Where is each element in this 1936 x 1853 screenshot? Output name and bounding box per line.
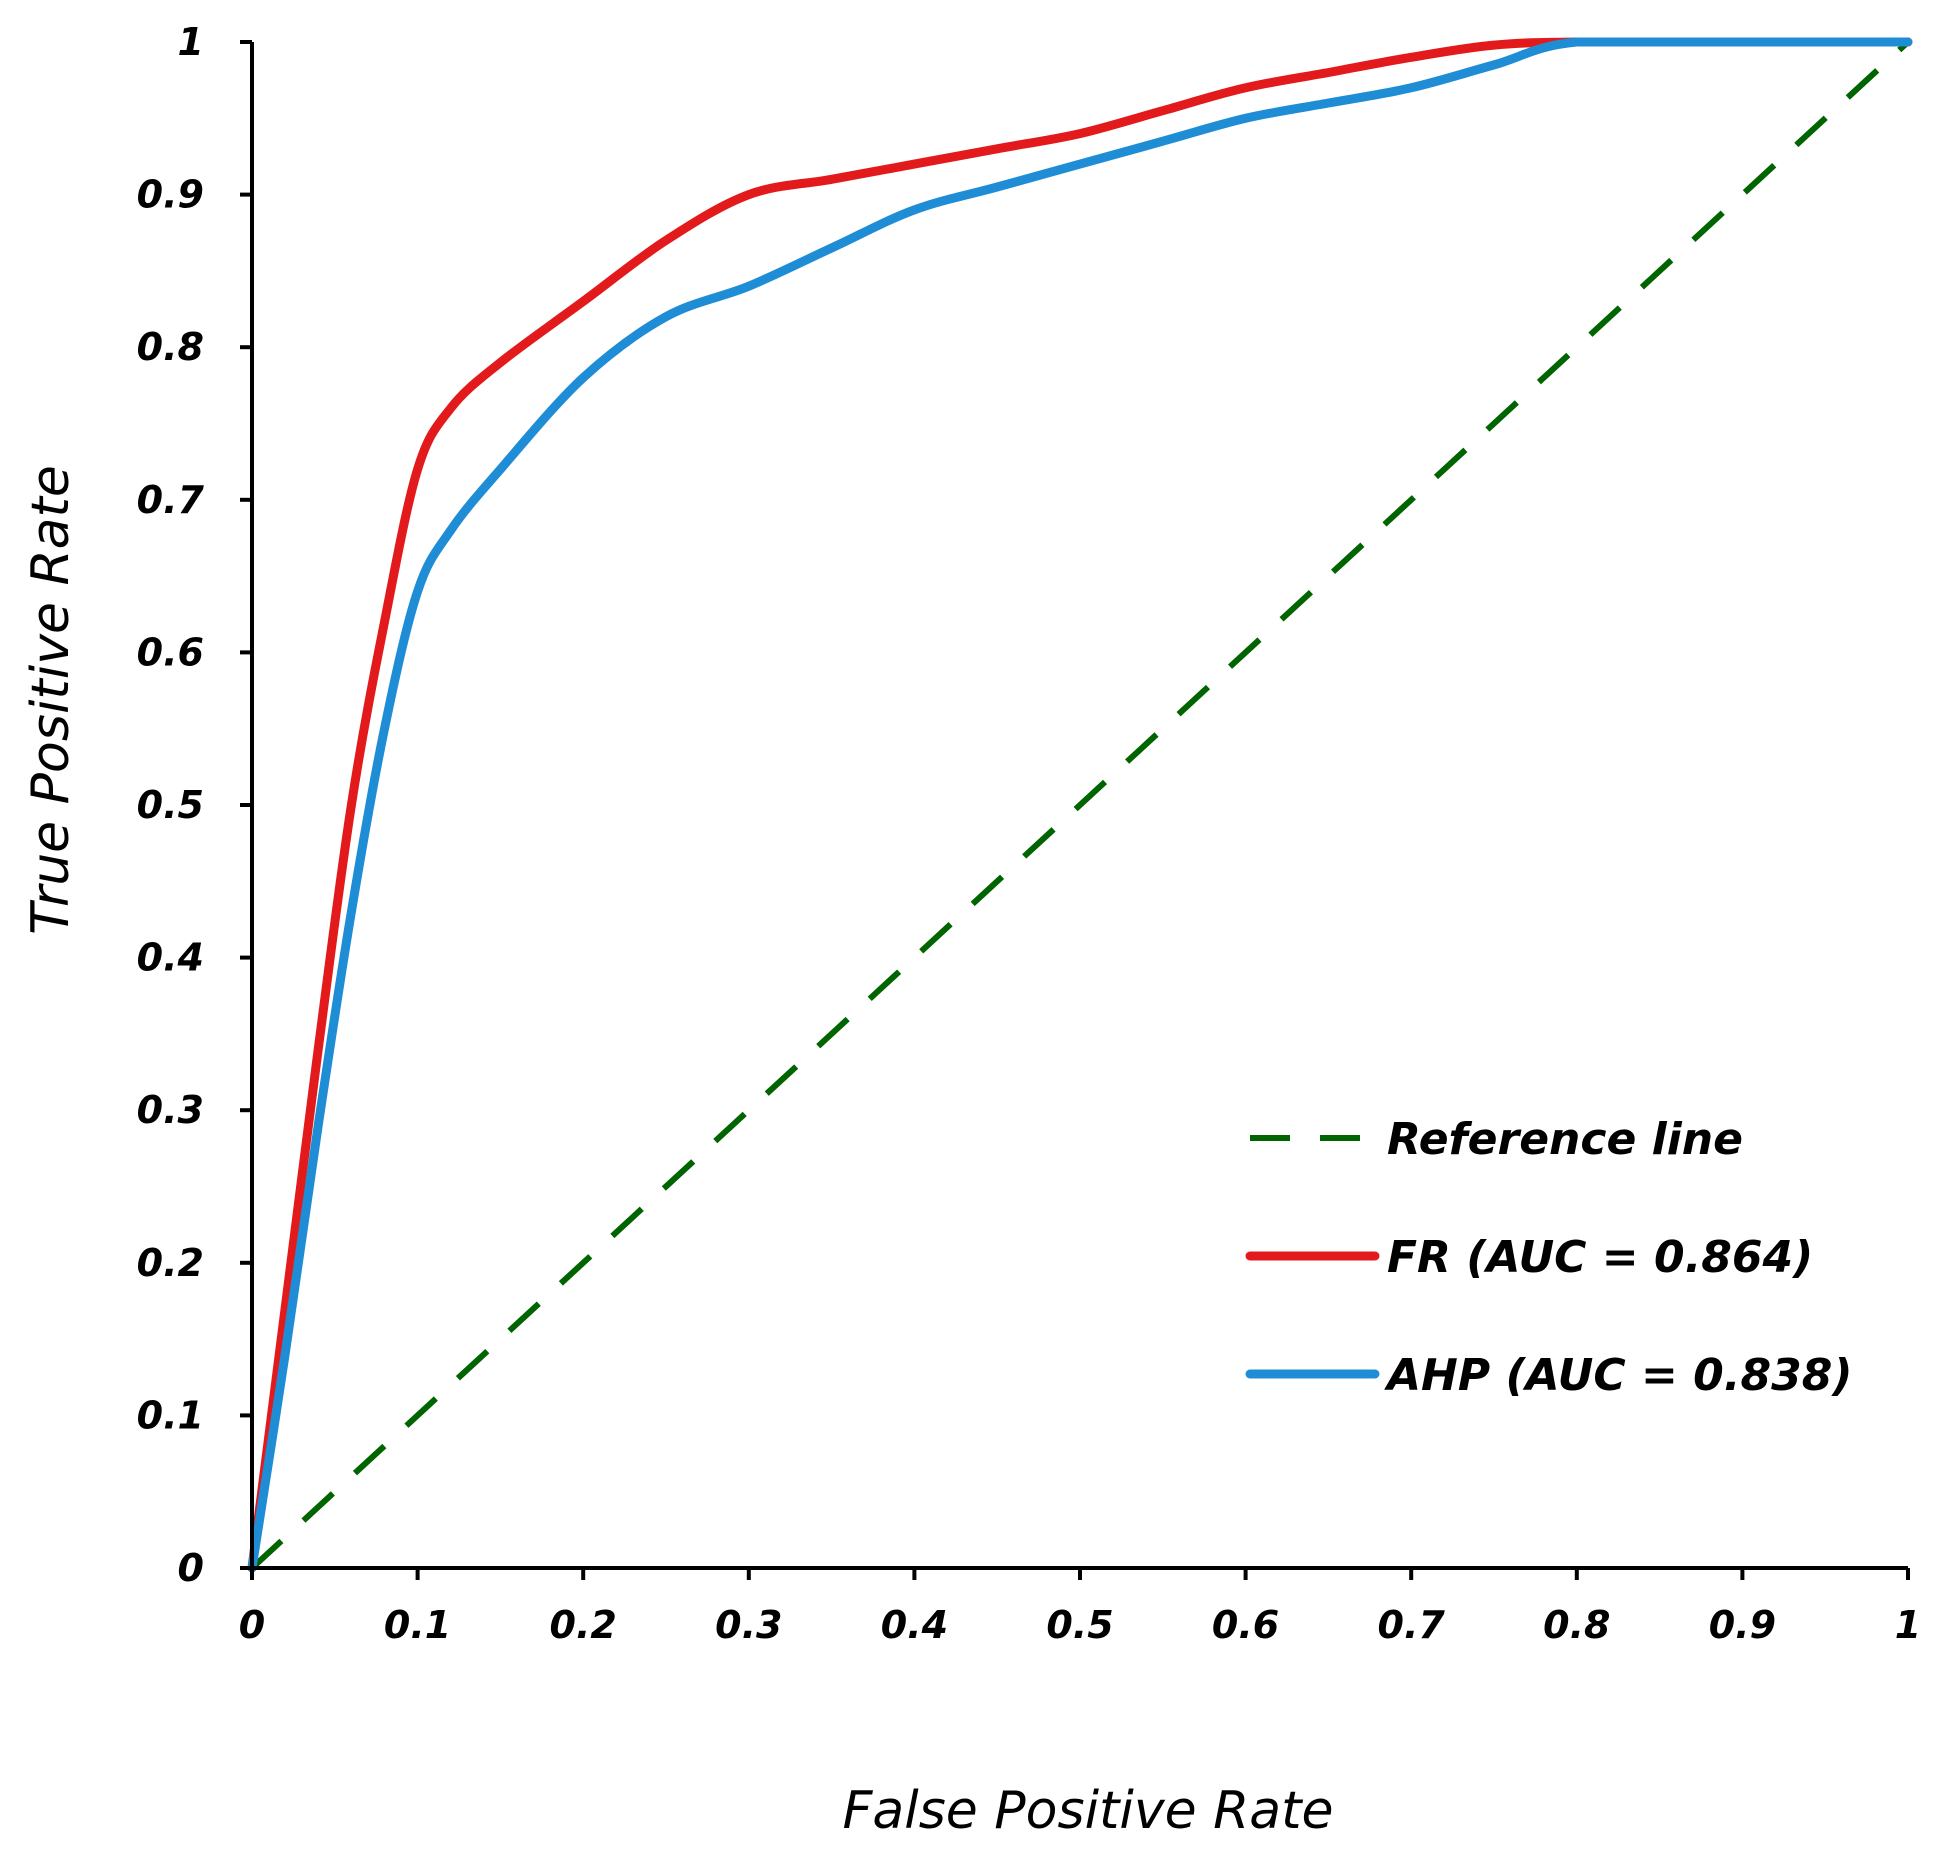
y-tick-label: 0.7 xyxy=(137,478,205,522)
legend-item: FR (AUC = 0.864) xyxy=(1245,1232,1813,1283)
x-tick-label: 0.9 xyxy=(1709,1603,1776,1647)
y-tick-label: 0.3 xyxy=(137,1088,204,1132)
x-tick-label: 0.5 xyxy=(1046,1603,1113,1647)
tick-labels: 0 0.1 0.2 0.3 0.4 0.5 0.6 0.7 0.8 0.9 1 0 0.1 0.2 0.3 0… xyxy=(137,20,1922,1647)
x-tick-label: 0 xyxy=(239,1603,265,1647)
x-tick-label: 0.1 xyxy=(384,1603,451,1647)
y-tick-label: 1 xyxy=(178,20,204,64)
x-tick-label: 0.2 xyxy=(550,1603,617,1647)
y-tick-label: 0.1 xyxy=(137,1393,204,1437)
y-tick-label: 0.6 xyxy=(137,630,204,674)
x-tick-label: 0.6 xyxy=(1212,1603,1279,1647)
y-axis-title: True Positive Rate xyxy=(21,465,81,935)
legend-label: AHP (AUC = 0.838) xyxy=(1384,1350,1852,1401)
x-tick-label: 0.7 xyxy=(1378,1603,1446,1647)
legend-label: FR (AUC = 0.864) xyxy=(1387,1232,1813,1283)
y-tick-label: 0.2 xyxy=(137,1241,204,1285)
y-tick-label: 0.8 xyxy=(137,325,204,369)
x-tick-label: 0.3 xyxy=(715,1603,782,1647)
legend-item: AHP (AUC = 0.838) xyxy=(1245,1350,1852,1401)
x-tick-label: 0.8 xyxy=(1543,1603,1610,1647)
x-tick-label: 0.4 xyxy=(881,1603,948,1647)
y-tick-label: 0.5 xyxy=(137,783,204,827)
series-line-1 xyxy=(247,37,1913,1573)
legend-label: Reference line xyxy=(1387,1114,1743,1165)
series-line-2 xyxy=(247,37,1913,1573)
series-line-0 xyxy=(249,39,1911,1571)
y-tick-label: 0.9 xyxy=(137,173,204,217)
series-layer xyxy=(247,37,1913,1573)
x-axis-title: False Positive Rate xyxy=(842,1781,1333,1841)
axes xyxy=(240,40,1910,1580)
y-tick-label: 0.4 xyxy=(137,936,204,980)
y-tick-label: 0 xyxy=(178,1546,204,1590)
x-tick-label: 1 xyxy=(1895,1603,1921,1647)
legend-item: Reference line xyxy=(1250,1114,1743,1165)
legend: Reference line FR (AUC = 0.864) AHP (AUC =… xyxy=(1245,1114,1852,1401)
